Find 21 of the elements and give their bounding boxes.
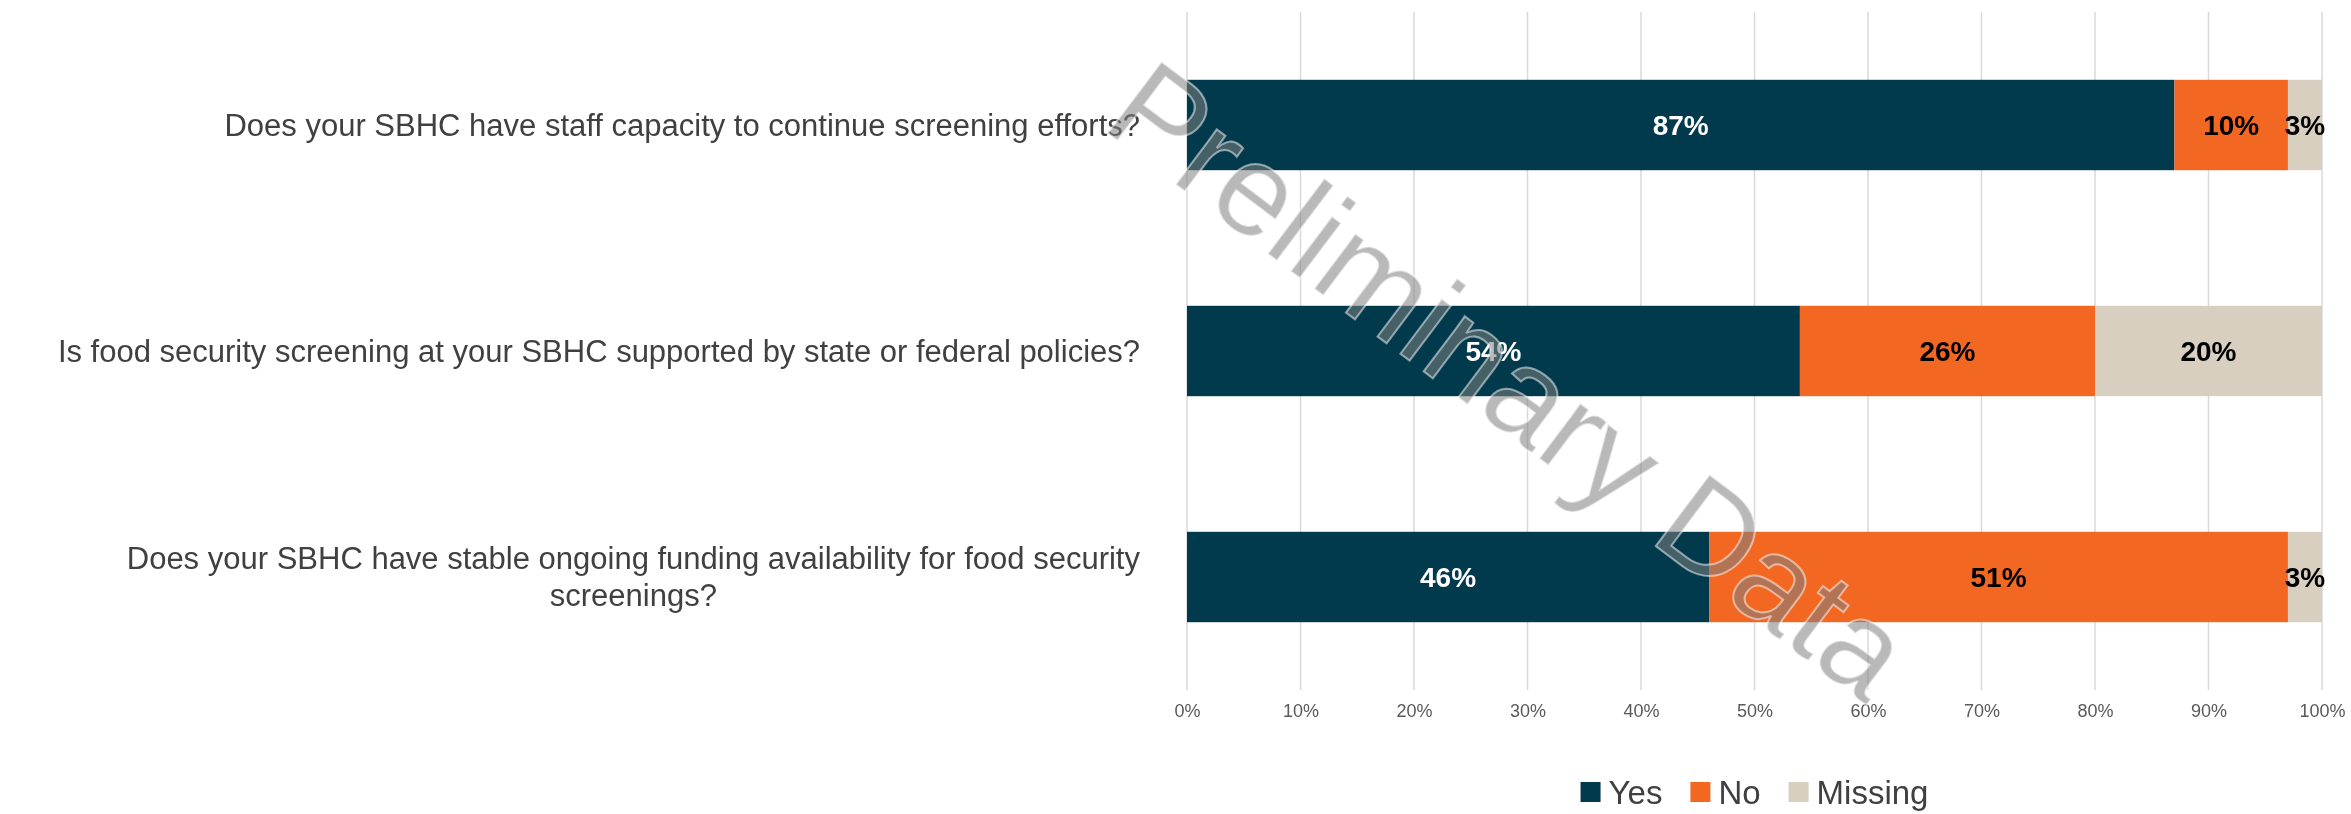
- data-label: 46%: [1420, 561, 1477, 593]
- x-tick-label: 20%: [1396, 701, 1433, 721]
- x-tick-label: 10%: [1282, 701, 1320, 721]
- legend-label: Yes: [1608, 773, 1663, 811]
- x-tick-label: 40%: [1623, 701, 1660, 721]
- data-label: 20%: [2180, 335, 2237, 367]
- x-tick-label: 0%: [1174, 701, 1201, 721]
- data-label: 26%: [1919, 335, 1976, 367]
- bar: [1799, 305, 2095, 397]
- x-tick-label: 50%: [1736, 701, 1774, 721]
- bar: [2095, 305, 2322, 397]
- x-tick-label: 90%: [2190, 701, 2228, 721]
- legend-label: Missing: [1816, 773, 1929, 811]
- y-tick-label: Does your SBHC have stable ongoing funding availability for food security screenings?: [126, 541, 1141, 613]
- x-tick-label: 70%: [1963, 701, 2001, 721]
- x-tick-label: 80%: [2077, 701, 2114, 721]
- legend-label: No: [1718, 773, 1761, 811]
- data-label: 51%: [1970, 561, 2027, 593]
- x-tick-label: 30%: [1509, 701, 1547, 721]
- data-label: 10%: [2203, 109, 2260, 141]
- x-tick-label: 100%: [2299, 701, 2346, 721]
